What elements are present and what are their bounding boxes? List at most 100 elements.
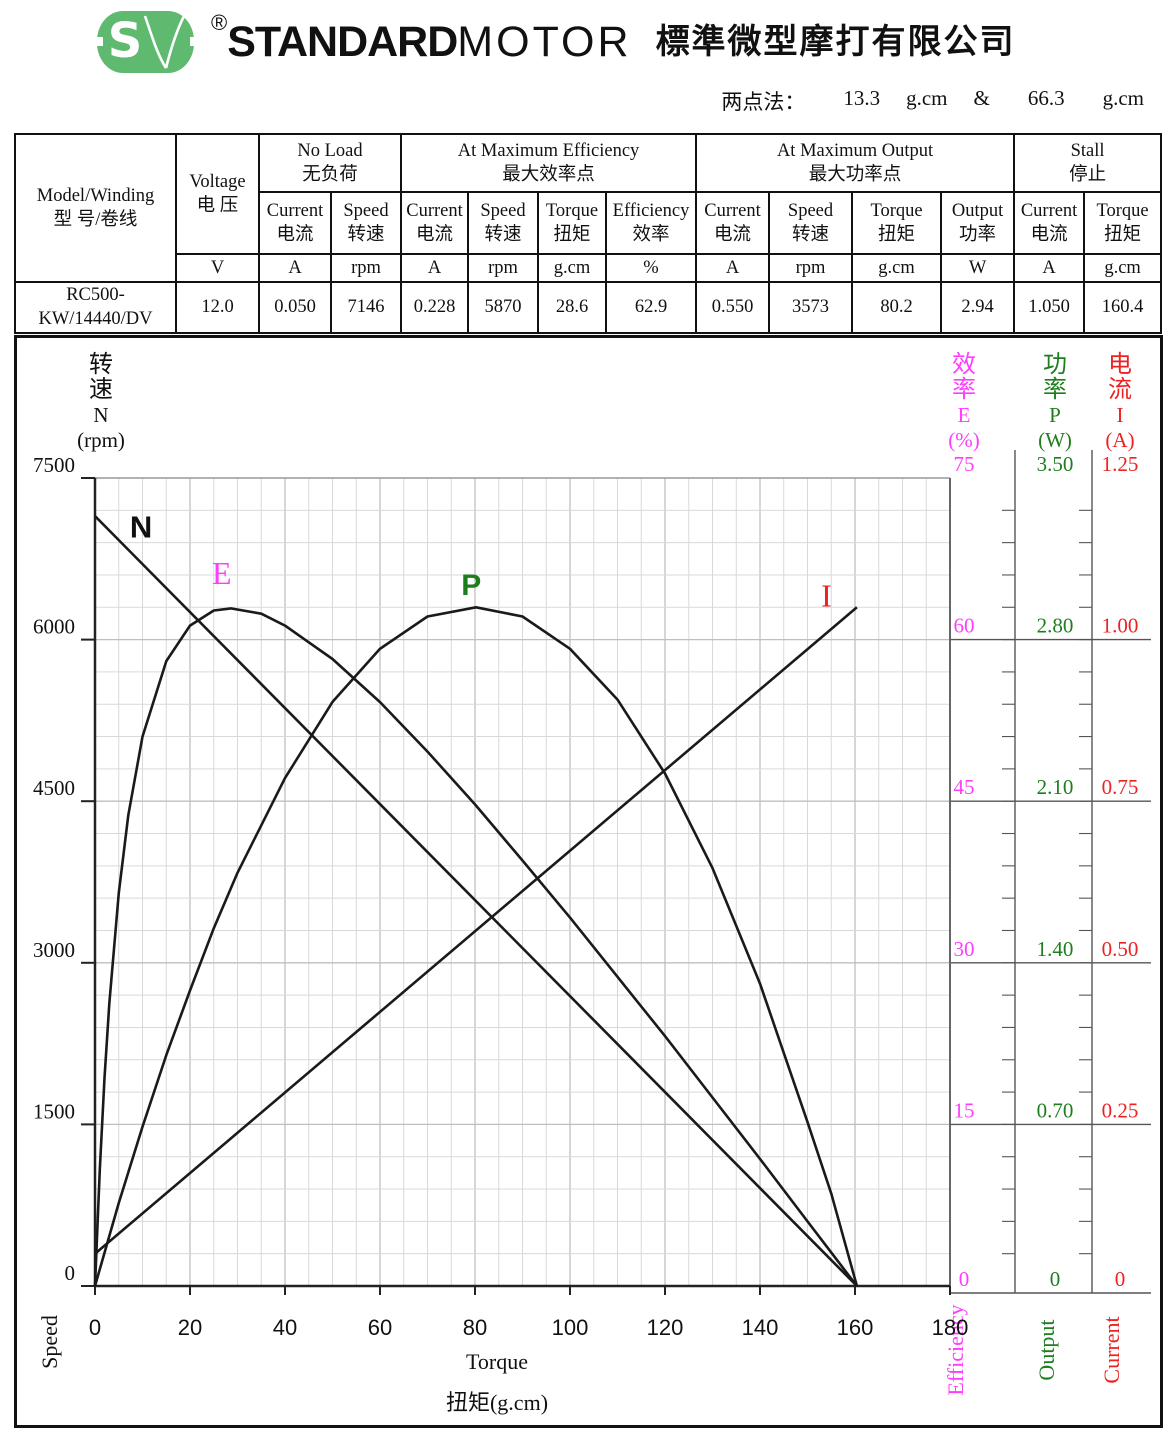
- power-tick-label: 2.80: [1037, 614, 1074, 638]
- power-axis-title: P: [1049, 403, 1061, 427]
- logo-s-glyph: S: [108, 13, 143, 69]
- unit-cell: g.cm: [851, 253, 943, 283]
- header: S ® STANDARD MOTOR 標準微型摩打有限公司: [95, 6, 1016, 78]
- spec-value: 160.4: [1083, 281, 1163, 334]
- x-axis-tick-label: 180: [932, 1315, 969, 1340]
- current-tick-label: 1.25: [1102, 452, 1139, 476]
- series-label-N: N: [130, 510, 152, 545]
- y-axis-title: 速: [89, 376, 113, 403]
- power-axis-title: 率: [1043, 376, 1067, 403]
- spec-value: 0.550: [695, 281, 771, 334]
- performance-chart: 75604530150效率E(%)Efficiency3.502.802.101…: [33, 351, 1151, 1415]
- unit-cell: rpm: [467, 253, 539, 283]
- group-max-output-en: At Maximum Output: [776, 140, 934, 161]
- col-header: Torque 扭矩: [1083, 191, 1163, 255]
- y-axis-tick-label: 7500: [33, 453, 75, 477]
- group-max-efficiency-zh: 最大效率点: [502, 165, 595, 185]
- brand-text: ® STANDARD MOTOR 標準微型摩打有限公司: [211, 12, 1016, 72]
- series-label-E: E: [212, 555, 232, 591]
- efficiency-tick-label: 15: [954, 1098, 975, 1122]
- x-axis-label-zh: 扭矩(g.cm): [446, 1390, 548, 1415]
- efficiency-tick-label: 60: [954, 614, 975, 638]
- efficiency-tick-label: 0: [959, 1267, 970, 1291]
- two-point-unit2: g.cm: [1102, 86, 1144, 110]
- unit-cell: rpm: [768, 253, 854, 283]
- col-header: Current 电流: [258, 191, 332, 255]
- unit-cell: g.cm: [1083, 253, 1163, 283]
- series-N: [94, 515, 858, 1287]
- unit-cell: %: [604, 253, 698, 283]
- spec-value: 1.050: [1013, 281, 1086, 334]
- current-axis-title: I: [1117, 403, 1124, 427]
- power-axis-title: 功: [1043, 351, 1067, 378]
- brand-motor: MOTOR: [457, 18, 632, 66]
- efficiency-axis-title: E: [958, 403, 971, 427]
- spec-value: 80.2: [851, 281, 943, 334]
- x-axis-tick-label: 160: [837, 1315, 874, 1340]
- current-axis-title: (A): [1105, 428, 1134, 452]
- unit-cell: g.cm: [537, 253, 607, 283]
- x-axis-tick-label: 60: [368, 1315, 392, 1340]
- logo-v-stroke-left: [143, 15, 168, 69]
- series-I: [94, 606, 858, 1255]
- group-max-output: At Maximum Output 最大功率点: [695, 133, 1016, 193]
- efficiency-axis-title: 率: [952, 376, 976, 403]
- current-axis-title: 流: [1108, 376, 1132, 403]
- efficiency-bottom-label: Efficiency: [943, 1304, 968, 1395]
- group-stall: Stall 停止: [1013, 133, 1163, 193]
- col-header: Current 电流: [400, 191, 469, 255]
- current-axis-title: 电: [1108, 351, 1132, 378]
- series-label-I: I: [821, 577, 832, 613]
- x-axis-tick-label: 100: [552, 1315, 589, 1340]
- unit-cell: A: [258, 253, 332, 283]
- logo-v-stroke-right: [164, 15, 186, 69]
- unit-cell: W: [940, 253, 1016, 283]
- model-header-zh: 型 号/卷线: [53, 210, 138, 230]
- spec-value: 2.94: [940, 281, 1016, 334]
- y-axis-tick-label: 4500: [33, 776, 75, 800]
- efficiency-axis-title: 效: [952, 351, 976, 378]
- series-P: [93, 605, 859, 1287]
- current-tick-label: 1.00: [1102, 614, 1139, 638]
- group-no-load: No Load 无负荷: [258, 133, 402, 193]
- voltage-header-cell: Voltage 电 压: [175, 133, 260, 255]
- group-no-load-en: No Load: [297, 140, 363, 161]
- col-header: Current 电流: [695, 191, 771, 255]
- group-max-efficiency-en: At Maximum Efficiency: [457, 140, 640, 161]
- spec-value: 3573: [768, 281, 854, 334]
- efficiency-tick-label: 45: [954, 775, 975, 799]
- series-label-P: P: [461, 569, 481, 602]
- logo-notch-left: [95, 37, 103, 46]
- x-axis-tick-label: 120: [647, 1315, 684, 1340]
- power-tick-label: 3.50: [1037, 452, 1074, 476]
- x-axis-tick-label: 40: [273, 1315, 297, 1340]
- two-point-ampersand: &: [973, 86, 990, 110]
- col-header: Speed 转速: [768, 191, 854, 255]
- power-tick-label: 2.10: [1037, 775, 1074, 799]
- spec-value: 0.050: [258, 281, 332, 334]
- group-max-output-zh: 最大功率点: [808, 165, 902, 185]
- y-axis-title: N: [93, 403, 108, 427]
- x-axis-tick-label: 0: [89, 1315, 101, 1340]
- company-name-zh: 標準微型摩打有限公司: [655, 22, 1016, 62]
- spec-value: 62.9: [604, 281, 698, 334]
- current-tick-label: 0.25: [1102, 1098, 1139, 1122]
- logo-notch-right: [190, 37, 197, 46]
- current-tick-label: 0.50: [1102, 937, 1139, 961]
- col-header: Output 功率: [940, 191, 1016, 255]
- x-axis-label-en: Torque: [466, 1349, 528, 1374]
- spec-value: 0.228: [400, 281, 469, 334]
- group-stall-zh: 停止: [1069, 165, 1107, 185]
- current-tick-label: 0: [1115, 1267, 1126, 1291]
- voltage-header-en: Voltage: [189, 171, 246, 192]
- power-tick-label: 0: [1050, 1267, 1061, 1291]
- y-axis-title: 转: [89, 351, 113, 378]
- y-axis-tick-label: 3000: [33, 938, 75, 962]
- two-point-unit1: g.cm: [906, 86, 948, 110]
- col-header: Speed 转速: [467, 191, 539, 255]
- x-axis-tick-label: 20: [178, 1315, 202, 1340]
- power-tick-label: 0.70: [1037, 1098, 1074, 1122]
- y-axis-rotated-label: Speed: [37, 1315, 62, 1369]
- standard-motor-logo: S: [95, 11, 197, 73]
- two-point-label: 两点法：: [721, 90, 806, 114]
